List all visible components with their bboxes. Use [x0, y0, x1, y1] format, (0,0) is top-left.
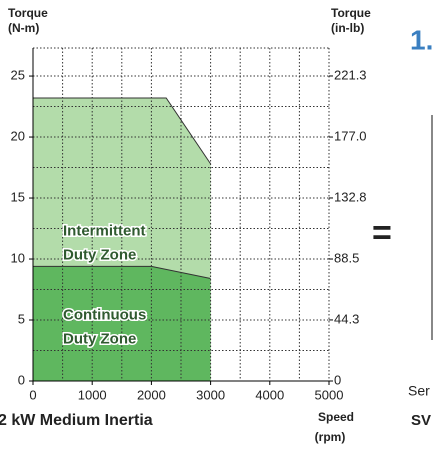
y2-tick-label: 132.8 — [334, 189, 367, 204]
x-tick-label: 4000 — [255, 387, 284, 402]
y2-tick-label: 44.3 — [334, 311, 359, 326]
zone-label: Duty Zone — [63, 246, 136, 263]
area-edge — [33, 97, 212, 165]
chart-title: 2 kW Medium Inertia — [0, 412, 153, 429]
y-tick-label: 15 — [11, 189, 25, 204]
zone-label: Duty Zone — [63, 331, 136, 348]
y2-tick-label: 221.3 — [334, 67, 367, 82]
side-text: Ser — [408, 383, 430, 399]
zone-label: Continuous — [63, 307, 146, 324]
x-tick-label: 3000 — [196, 387, 225, 402]
y2-label: (in-lb) — [331, 21, 364, 35]
y-tick-label: 0 — [18, 372, 25, 387]
x-label: Speed — [318, 410, 354, 424]
y-label: Torque — [8, 6, 48, 20]
y2-tick-label: 177.0 — [334, 128, 367, 143]
side-text: SV — [411, 412, 431, 429]
x-label: (rpm) — [315, 430, 346, 444]
step-number: 1. — [410, 24, 433, 55]
equals-sign: = — [372, 214, 392, 252]
y-tick-label: 5 — [18, 311, 25, 326]
y-label: (N-m) — [8, 21, 39, 35]
x-tick-label: 1000 — [78, 387, 107, 402]
y-tick-label: 25 — [11, 67, 25, 82]
x-tick-label: 2000 — [137, 387, 166, 402]
y-tick-label: 10 — [11, 250, 25, 265]
zone-label: Intermittent — [63, 222, 146, 239]
y2-tick-label: 0 — [334, 372, 341, 387]
x-tick-label: 5000 — [315, 387, 344, 402]
y-tick-label: 20 — [11, 128, 25, 143]
x-tick-label: 0 — [29, 387, 36, 402]
area — [33, 266, 211, 381]
y2-label: Torque — [331, 6, 371, 20]
y2-tick-label: 88.5 — [334, 250, 359, 265]
